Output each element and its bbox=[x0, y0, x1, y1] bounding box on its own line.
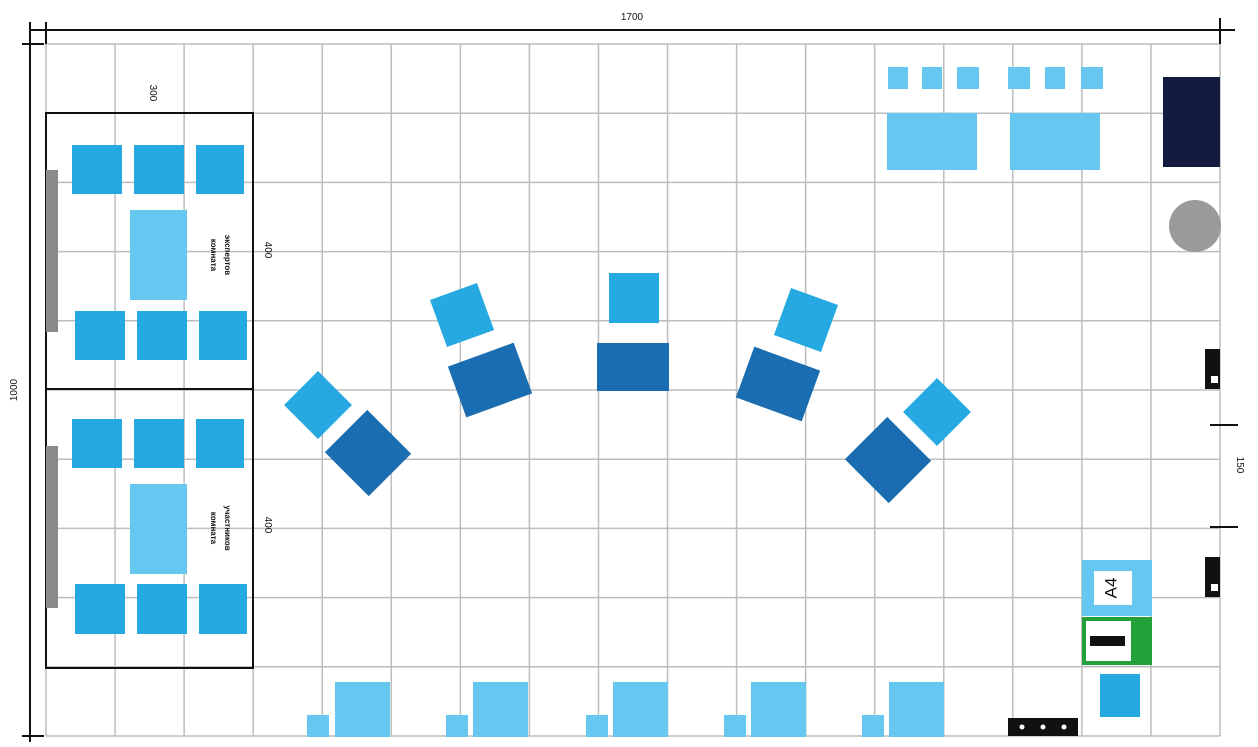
height-dimension-label: 1000 bbox=[9, 378, 20, 401]
server-cabinet bbox=[1163, 77, 1220, 167]
participants-room: комната участников bbox=[45, 388, 254, 669]
printer-label: A4 bbox=[1101, 578, 1120, 599]
door-handle bbox=[1205, 557, 1220, 597]
workstation-arc bbox=[284, 273, 971, 504]
chair bbox=[199, 584, 247, 634]
chair bbox=[196, 145, 244, 194]
meeting-table bbox=[130, 484, 187, 574]
chair bbox=[196, 419, 244, 468]
stool bbox=[888, 67, 908, 89]
experts-room-height-label: 400 bbox=[262, 242, 273, 259]
stool bbox=[446, 715, 468, 737]
chair bbox=[72, 419, 122, 468]
chair bbox=[72, 145, 122, 194]
chair bbox=[134, 419, 184, 468]
chair bbox=[773, 287, 839, 353]
width-dimension-label: 1700 bbox=[621, 12, 644, 23]
stool bbox=[862, 715, 884, 737]
whiteboard bbox=[46, 170, 58, 332]
stool bbox=[1045, 67, 1065, 89]
stool bbox=[1081, 67, 1103, 89]
stool bbox=[1008, 67, 1030, 89]
room-width-label: 300 bbox=[147, 85, 158, 102]
stool bbox=[724, 715, 746, 737]
workstation bbox=[735, 287, 839, 422]
desk bbox=[889, 682, 944, 737]
workstation bbox=[844, 378, 971, 504]
desk bbox=[324, 409, 412, 497]
workstation bbox=[597, 273, 669, 391]
stool bbox=[922, 67, 942, 89]
desk bbox=[597, 343, 669, 391]
stool bbox=[307, 715, 329, 737]
desk bbox=[751, 682, 806, 737]
power-strip bbox=[1008, 718, 1078, 736]
chair bbox=[137, 584, 187, 634]
chair bbox=[284, 371, 352, 439]
participants-room-label: комната bbox=[209, 512, 218, 545]
door-handle bbox=[1205, 349, 1220, 389]
round-table bbox=[1169, 200, 1221, 252]
stool bbox=[957, 67, 979, 89]
chair bbox=[199, 311, 247, 360]
table bbox=[1010, 113, 1100, 170]
stool bbox=[586, 715, 608, 737]
experts-room: комната экспертов bbox=[45, 112, 254, 390]
green-cabinet bbox=[1082, 617, 1152, 665]
desk bbox=[735, 346, 821, 422]
chair bbox=[134, 145, 184, 194]
top-right-tables bbox=[887, 67, 1103, 170]
chair bbox=[903, 378, 971, 446]
desk bbox=[844, 416, 932, 504]
chair bbox=[137, 311, 187, 360]
desk bbox=[613, 682, 668, 737]
printer: A4 bbox=[1082, 560, 1152, 616]
experts-room-label: комната bbox=[209, 239, 218, 272]
chair bbox=[609, 273, 659, 323]
table bbox=[887, 113, 977, 170]
participants-room-label: участников bbox=[223, 505, 232, 550]
desk bbox=[447, 342, 533, 418]
desk bbox=[473, 682, 528, 737]
right-gap-label: 150 bbox=[1234, 457, 1245, 474]
experts-room-label: экспертов bbox=[223, 235, 232, 276]
whiteboard bbox=[46, 446, 58, 608]
dimension-lines bbox=[22, 18, 1238, 742]
meeting-table bbox=[130, 210, 187, 300]
chair bbox=[75, 311, 125, 360]
desk bbox=[335, 682, 390, 737]
workstation bbox=[429, 282, 533, 418]
chair bbox=[75, 584, 125, 634]
chair bbox=[429, 282, 495, 348]
participants-room-height-label: 400 bbox=[262, 517, 273, 534]
bottom-desks bbox=[307, 682, 944, 737]
chair bbox=[1100, 674, 1140, 717]
workstation bbox=[284, 371, 412, 497]
